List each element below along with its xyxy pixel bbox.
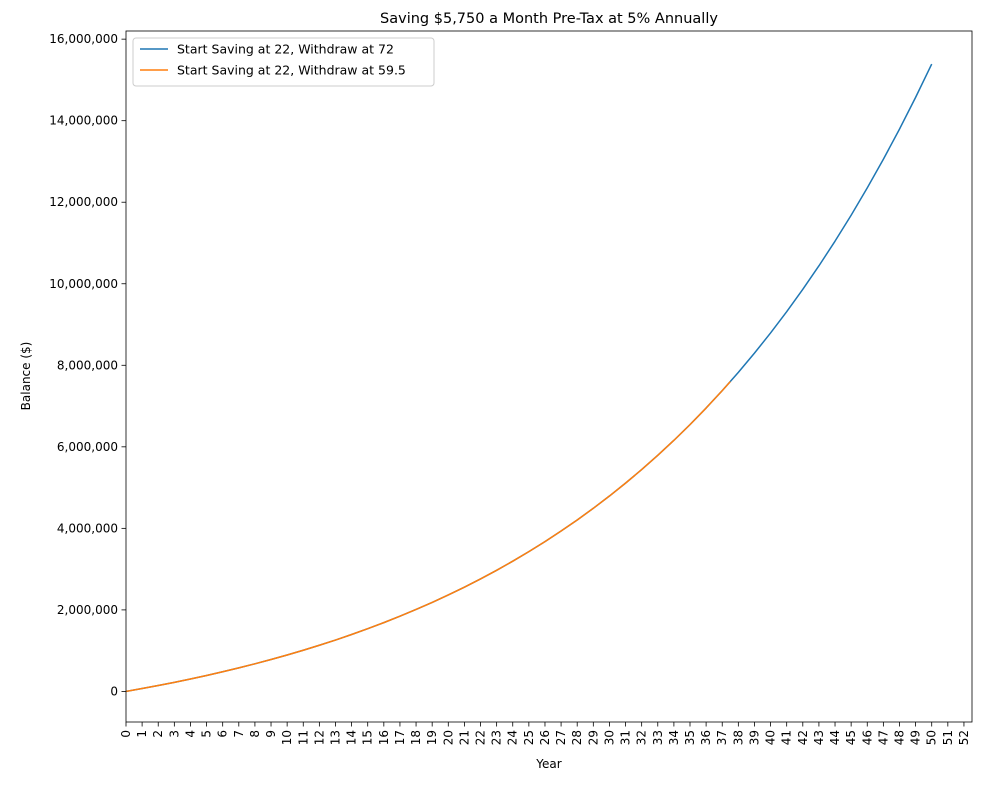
x-tick-label: 20: [441, 730, 455, 745]
x-tick-label: 12: [312, 730, 326, 745]
x-axis-ticks: 0 1 2 3 4 5 6 7 8 9 10 11 12 13 14 15 16 17 18 19 20 21 22 23 24…: [119, 722, 971, 745]
y-axis-label: Balance ($): [19, 342, 33, 411]
x-tick-label: 24: [506, 730, 520, 745]
x-tick-label: 25: [522, 730, 536, 745]
y-tick-label: 0: [110, 684, 118, 698]
y-tick-label: 16,000,000: [49, 32, 118, 46]
x-tick-label: 28: [570, 730, 584, 745]
legend-label-2: Start Saving at 22, Withdraw at 59.5: [177, 63, 406, 78]
x-axis-label: Year: [535, 757, 561, 771]
x-tick-label: 0: [119, 730, 133, 738]
x-tick-label: 39: [747, 730, 761, 745]
x-tick-label: 5: [200, 730, 214, 738]
x-tick-label: 7: [232, 730, 246, 738]
legend-frame: [132, 37, 435, 87]
plot-area-frame: [125, 30, 973, 723]
x-tick-label: 40: [764, 730, 778, 745]
x-tick-label: 31: [619, 730, 633, 745]
x-tick-label: 4: [183, 730, 197, 738]
x-tick-label: 21: [457, 730, 471, 745]
x-tick-label: 9: [264, 730, 278, 738]
x-tick-label: 43: [812, 730, 826, 745]
x-tick-label: 17: [393, 730, 407, 745]
x-tick-label: 51: [941, 730, 955, 745]
x-tick-label: 16: [377, 730, 391, 745]
x-tick-label: 15: [361, 730, 375, 745]
y-tick-label: 2,000,000: [57, 603, 118, 617]
x-tick-label: 49: [909, 730, 923, 745]
x-tick-label: 18: [409, 730, 423, 745]
y-tick-label: 12,000,000: [49, 195, 118, 209]
y-axis-ticks: 0 2,000,000 4,000,000 6,000,000 8,000,000 10,…: [49, 32, 126, 698]
x-tick-label: 37: [715, 730, 729, 745]
y-tick-label: 4,000,000: [57, 521, 118, 535]
x-tick-label: 13: [328, 730, 342, 745]
x-tick-label: 29: [586, 730, 600, 745]
x-tick-label: 22: [474, 730, 488, 745]
x-tick-label: 1: [135, 730, 149, 738]
x-tick-label: 44: [828, 730, 842, 745]
x-tick-label: 11: [296, 730, 310, 745]
y-tick-label: 8,000,000: [57, 358, 118, 372]
x-tick-label: 52: [957, 730, 971, 745]
y-tick-label: 10,000,000: [49, 277, 118, 291]
series-line-1: [125, 63, 933, 693]
x-tick-label: 36: [699, 730, 713, 745]
x-tick-label: 27: [554, 730, 568, 745]
x-tick-label: 42: [796, 730, 810, 745]
y-tick-label: 14,000,000: [49, 114, 118, 128]
x-tick-label: 48: [892, 730, 906, 745]
x-tick-label: 32: [635, 730, 649, 745]
legend-label-1: Start Saving at 22, Withdraw at 72: [177, 42, 394, 57]
x-tick-label: 50: [925, 730, 939, 745]
series-line-2: [125, 381, 731, 693]
x-tick-label: 46: [860, 730, 874, 745]
y-tick-label: 6,000,000: [57, 440, 118, 454]
x-tick-label: 2: [151, 730, 165, 738]
x-tick-label: 10: [280, 730, 294, 745]
x-tick-label: 3: [167, 730, 181, 738]
x-tick-label: 41: [780, 730, 794, 745]
x-tick-label: 8: [248, 730, 262, 738]
x-tick-label: 14: [345, 730, 359, 745]
x-tick-label: 35: [683, 730, 697, 745]
x-tick-label: 26: [538, 730, 552, 745]
x-tick-label: 45: [844, 730, 858, 745]
series-layer: [125, 63, 933, 693]
x-tick-label: 38: [731, 730, 745, 745]
x-tick-label: 33: [651, 730, 665, 745]
x-tick-label: 30: [602, 730, 616, 745]
legend: Start Saving at 22, Withdraw at 72 Start …: [132, 37, 435, 87]
chart-title: Saving $5,750 a Month Pre-Tax at 5% Annu…: [380, 11, 718, 27]
x-tick-label: 47: [876, 730, 890, 745]
x-tick-label: 23: [490, 730, 504, 745]
x-tick-label: 6: [216, 730, 230, 738]
x-tick-label: 19: [425, 730, 439, 745]
x-tick-label: 34: [667, 730, 681, 745]
